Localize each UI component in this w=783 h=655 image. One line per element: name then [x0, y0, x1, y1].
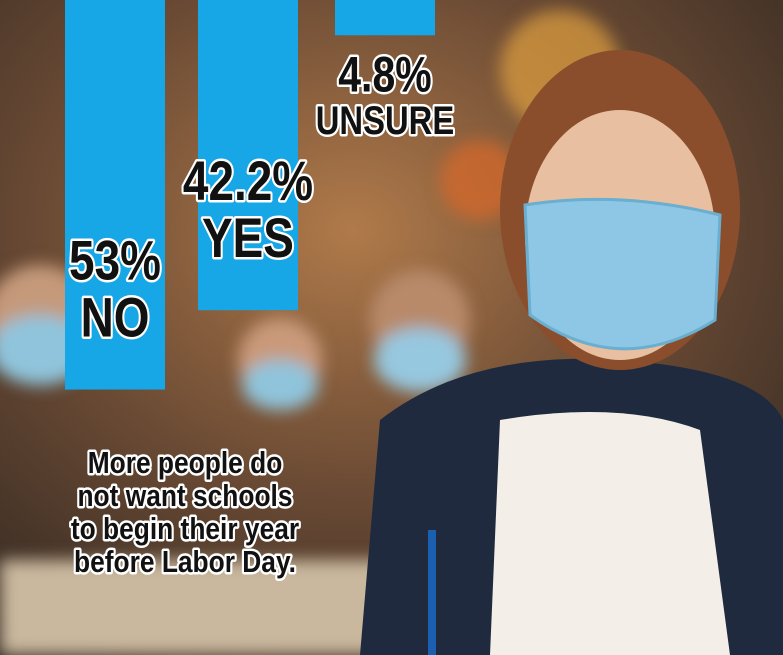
value-label: 53%: [69, 229, 161, 291]
category-label: UNSURE: [316, 98, 454, 143]
category-label: NO: [81, 286, 150, 348]
value-label: 4.8%: [338, 47, 431, 103]
caption-line: before Labor Day.: [74, 545, 296, 579]
category-label: YES: [202, 207, 294, 269]
caption-line: not want schools: [77, 479, 292, 513]
page: {"chart_data": {"type": "bar", "categori…: [0, 0, 783, 655]
infographic: 53%NO 42.2%YES 4.8%UNSURE More people donot…: [0, 0, 783, 655]
value-label: 42.2%: [183, 150, 313, 212]
caption-line: to begin their year: [71, 512, 299, 546]
caption-line: More people do: [88, 446, 283, 480]
bar: [335, 0, 435, 35]
